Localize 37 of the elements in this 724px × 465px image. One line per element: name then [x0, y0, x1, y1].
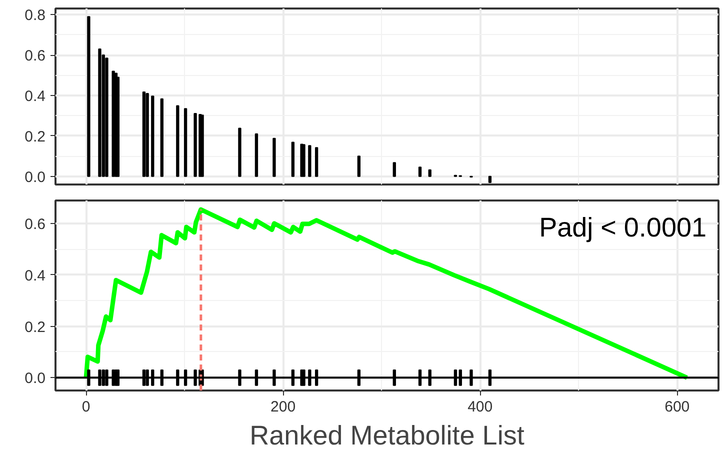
x-axis-title: Ranked Metabolite List [250, 420, 525, 450]
bar [112, 70, 115, 177]
bar [357, 156, 361, 177]
bar [184, 108, 188, 177]
bar [238, 128, 242, 177]
annotation: Padj < 0.0001 [539, 212, 707, 242]
bar [428, 169, 432, 177]
bar [160, 98, 164, 177]
bar [87, 16, 90, 177]
x-tick-label: 0 [82, 398, 90, 416]
bar [146, 92, 149, 177]
bar [105, 58, 108, 177]
bar [254, 133, 258, 177]
bar [488, 176, 492, 183]
x-tick-label: 200 [270, 398, 296, 416]
bar [151, 96, 154, 177]
bar [308, 145, 312, 177]
bar [418, 166, 422, 177]
y-tick-label: 0.4 [24, 267, 46, 284]
bar [314, 147, 318, 177]
y-tick-label: 0.2 [24, 318, 46, 336]
y-tick-label: 0.6 [24, 216, 46, 234]
bar [176, 105, 180, 177]
bar [98, 48, 102, 177]
bar [116, 76, 120, 177]
x-tick-label: 600 [664, 398, 690, 416]
x-tick-label: 400 [468, 398, 493, 416]
y-tick-label: 0.4 [24, 88, 46, 105]
bar [142, 92, 146, 177]
y-tick-label: 0.8 [24, 7, 46, 24]
y-tick-label: 0.6 [24, 48, 46, 65]
bar [272, 138, 276, 177]
y-tick-label: 0.0 [24, 168, 46, 186]
bar [392, 162, 396, 177]
bar [291, 142, 295, 177]
y-tick-label: 0.2 [24, 128, 46, 146]
y-tick-label: 0.0 [24, 370, 46, 388]
